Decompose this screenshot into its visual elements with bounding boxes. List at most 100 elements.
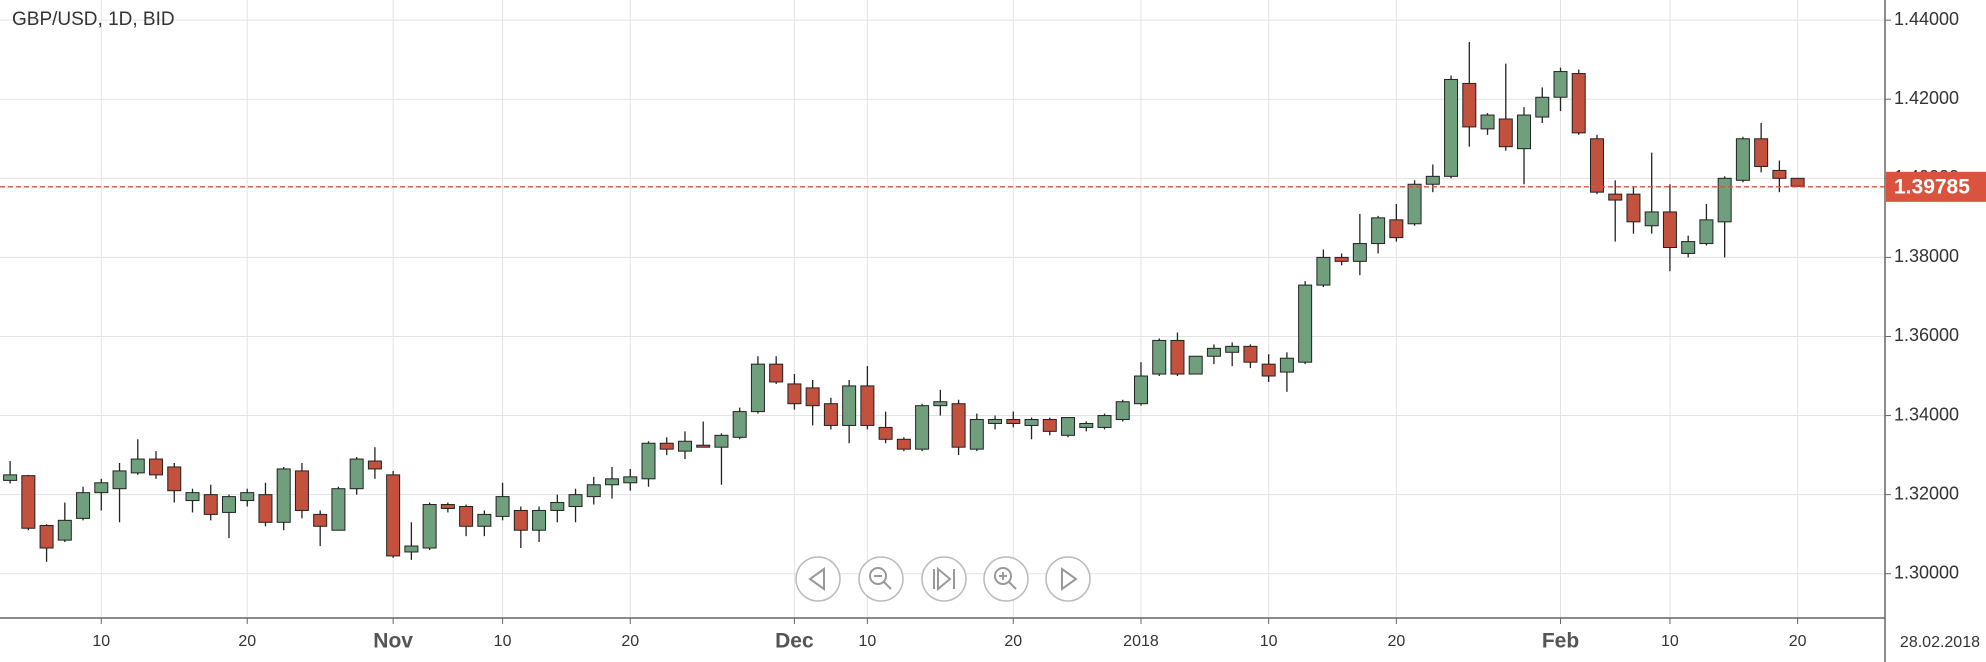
x-tick-label: 20 (238, 633, 256, 650)
zoom-out-button[interactable] (858, 556, 904, 602)
candle-body (1170, 339, 1185, 375)
candle-body (3, 474, 18, 481)
candle-body (823, 403, 838, 426)
candle-body (1352, 243, 1367, 262)
candle-body (130, 458, 145, 474)
candle-body (39, 524, 54, 549)
candle-body (1480, 114, 1495, 130)
candle-body (1571, 73, 1586, 134)
candle-body (1042, 419, 1057, 432)
candle-body (1608, 193, 1623, 201)
candle-body (404, 545, 419, 553)
candle-body (76, 492, 91, 519)
candle-body (1626, 193, 1641, 223)
candle-body (240, 492, 255, 502)
candle-body (896, 438, 911, 450)
candle-body (459, 505, 474, 527)
candle-body (149, 458, 164, 476)
scroll-right-button[interactable] (1045, 556, 1091, 602)
candle-body (714, 434, 729, 448)
candle-body (1681, 241, 1696, 254)
candle-body (532, 509, 547, 531)
candle-body (367, 460, 382, 470)
candle-body (1371, 217, 1386, 245)
candle-body (1462, 82, 1477, 128)
candle-body (386, 474, 401, 557)
candle-body (94, 482, 109, 494)
x-tick-label: 10 (1661, 633, 1679, 650)
candle-body (769, 363, 784, 383)
candle-body (185, 492, 200, 502)
candle-body (349, 458, 364, 490)
y-tick-label: 1.44000 (1894, 9, 1959, 29)
candle-body (659, 442, 674, 450)
candle-body (1407, 183, 1422, 225)
candle-body (477, 513, 492, 527)
candle-body (1279, 357, 1294, 373)
candle-body (1553, 71, 1568, 98)
candle-body (605, 478, 620, 486)
candle-body (860, 385, 875, 426)
x-tick-label: 10 (494, 633, 512, 650)
candle-body (1152, 339, 1167, 375)
last-price-box (1886, 171, 1986, 202)
candle-body (1188, 355, 1203, 375)
candle-body (1024, 419, 1039, 426)
candle-body (21, 475, 36, 529)
x-tick-label: Dec (775, 630, 814, 653)
candle-body (1535, 96, 1550, 118)
candle-body (1298, 284, 1313, 363)
candle-body (1061, 417, 1076, 436)
candle-body (1735, 138, 1750, 181)
y-tick-label: 1.32000 (1894, 483, 1959, 503)
scroll-left-button[interactable] (795, 556, 841, 602)
x-tick-label: 10 (858, 633, 876, 650)
candle-body (440, 504, 455, 509)
candle-body (677, 440, 692, 452)
candle-body (550, 502, 565, 511)
candle-body (1754, 138, 1769, 167)
candle-body (331, 488, 346, 531)
y-tick-label: 1.34000 (1894, 404, 1959, 424)
candle-body (1699, 219, 1714, 245)
nav-buttons (795, 556, 1091, 602)
candle-body (568, 494, 583, 507)
candle-body (1389, 219, 1404, 239)
candle-body (988, 419, 1003, 424)
candle-body (313, 513, 328, 527)
candle-body (1097, 415, 1112, 428)
candle-body (586, 484, 601, 498)
candle-body (1517, 114, 1532, 150)
x-tick-label: 2018 (1123, 633, 1159, 650)
candle-body (1790, 177, 1805, 187)
x-tick-label: 20 (621, 633, 639, 650)
candle-body (878, 426, 893, 440)
candle-body (258, 494, 273, 523)
candle-body (276, 468, 291, 523)
candle-body (1261, 363, 1276, 377)
candle-body (495, 496, 510, 517)
candle-body (933, 401, 948, 407)
candle-body (623, 476, 638, 484)
candle-body (842, 385, 857, 426)
candle-body (203, 494, 218, 515)
y-tick-label: 1.36000 (1894, 325, 1959, 345)
x-tick-label: 20 (1004, 633, 1022, 650)
candle-body (969, 419, 984, 450)
reset-button[interactable] (921, 556, 967, 602)
candle-body (787, 383, 802, 405)
x-tick-label: 20 (1789, 633, 1807, 650)
zoom-in-button[interactable] (983, 556, 1029, 602)
candle-body (1243, 345, 1258, 363)
candle-body (1225, 345, 1240, 353)
candle-body (1425, 175, 1440, 185)
date-label: 28.02.2018 (1900, 634, 1980, 651)
candle-body (915, 405, 930, 450)
candle-body (805, 387, 820, 407)
last-price-label: 1.39785 (1894, 175, 1970, 198)
candle-body (221, 496, 236, 513)
plot-area (0, 0, 1885, 618)
candle-body (1662, 211, 1677, 249)
x-tick-label: 10 (1260, 633, 1278, 650)
